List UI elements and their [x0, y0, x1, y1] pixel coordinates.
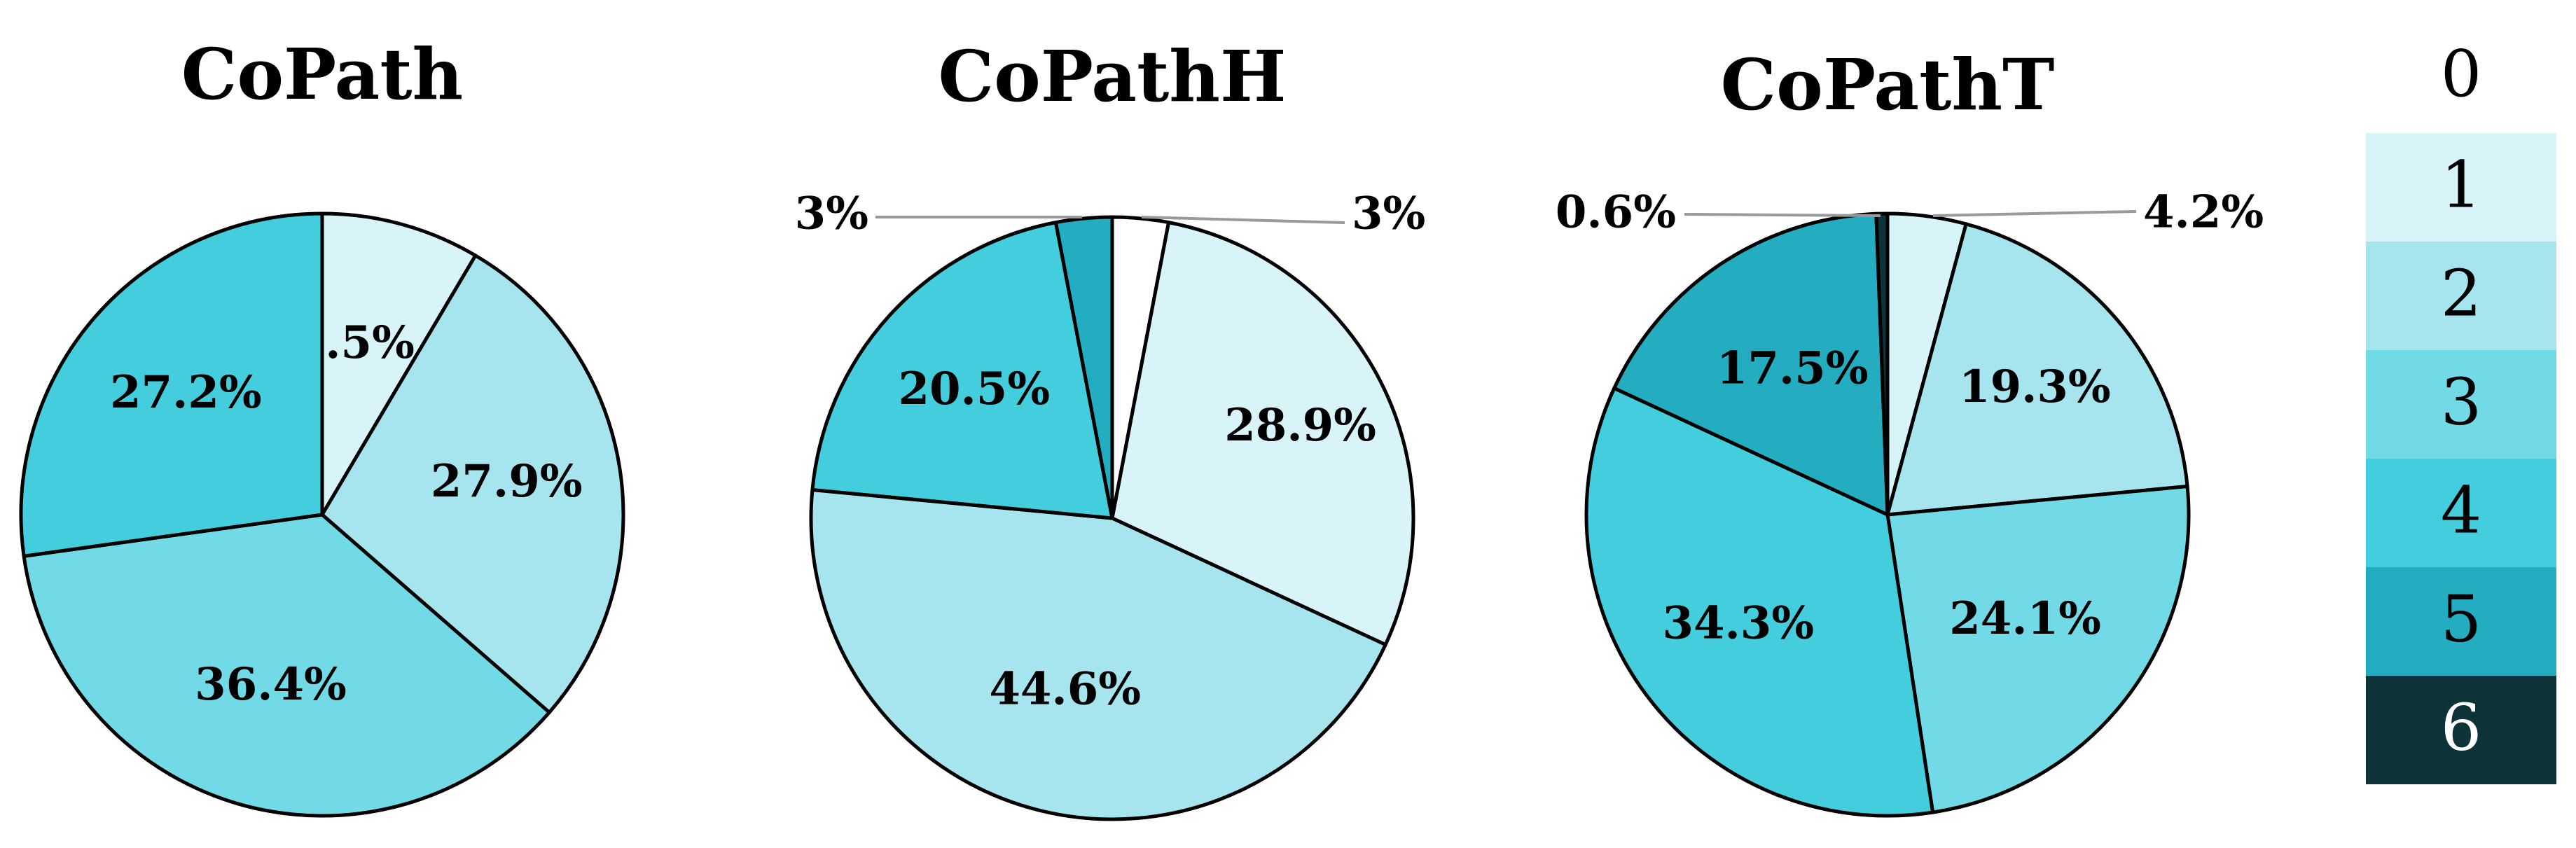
legend-swatch: [2366, 350, 2556, 459]
pie-slice-4: [1584, 386, 1935, 818]
legend-item-1: 1: [2366, 133, 2556, 242]
slice-label-outside: 4.2%: [2143, 186, 2264, 239]
legend-label: 1: [2441, 147, 2482, 222]
pie-slice-6: [1874, 211, 1890, 517]
pie-slice-5: [1612, 211, 1890, 517]
leader-line: [1141, 216, 1345, 224]
legend-swatch: [2366, 567, 2556, 676]
leader-line: [1932, 210, 2137, 217]
chart-title: CoPathH: [939, 35, 1287, 118]
slice-label: 17.5%: [1717, 342, 1869, 395]
legend-item-3: 3: [2366, 350, 2556, 459]
legend-swatch: [2366, 0, 2556, 133]
chart-title: CoPath: [181, 33, 464, 116]
legend-item-5: 5: [2366, 567, 2556, 676]
pie-chart-copatht: CoPathT 19.3% 24.1% 34.3% 17.5% 4.2% 0.6%: [1556, 43, 2264, 818]
chart-title: CoPathT: [1721, 43, 2055, 126]
slice-label: 27.9%: [431, 455, 583, 508]
slice-label: 27.2%: [110, 366, 262, 419]
legend: 0 1 2 3 4 5 6: [2366, 0, 2556, 784]
slice-label-outside: 3%: [1352, 188, 1425, 240]
pie-slice-1: [1110, 221, 1415, 647]
slice-label: 19.3%: [1959, 361, 2111, 413]
legend-swatch: [2366, 133, 2556, 242]
slice-label: 44.6%: [989, 663, 1141, 716]
slice-label: 20.5%: [898, 363, 1050, 415]
slice-label: 28.9%: [1224, 399, 1376, 452]
pie-slice-4: [19, 211, 324, 558]
legend-swatch: [2366, 459, 2556, 567]
legend-item-6: 6: [2366, 676, 2556, 784]
slice-label-outside: 3%: [795, 188, 868, 240]
slice-label: 34.3%: [1662, 597, 1814, 650]
legend-label: 0: [2441, 36, 2482, 111]
slice-label: 24.1%: [1949, 592, 2101, 645]
charts-layer: CoPath8.5%27.9%36.4%27.2%CoPathH28.9%44.…: [19, 33, 2264, 821]
leader-line: [1684, 213, 1881, 217]
pie-slice-4: [810, 221, 1114, 520]
legend-label: 2: [2441, 256, 2482, 331]
pie-slice-5: [1053, 215, 1114, 520]
legend-swatch: [2366, 676, 2556, 784]
legend-item-4: 4: [2366, 459, 2556, 567]
pie-slice-1: [320, 211, 478, 517]
pie-slice-2: [1885, 222, 2189, 517]
legend-item-2: 2: [2366, 242, 2556, 350]
pie-slice-3: [1885, 485, 2191, 814]
pie-chart-copathh: CoPathH 28.9% 44.6% 20.5% 3% 3%: [795, 35, 1425, 821]
legend-item-0: 0: [2366, 0, 2556, 133]
pie-slice-3: [22, 513, 551, 818]
legend-label: 6: [2441, 690, 2482, 765]
slice-label-outside: 0.6%: [1556, 186, 1676, 239]
legend-label: 3: [2441, 364, 2482, 439]
legend-label: 5: [2441, 581, 2482, 656]
pie-slice-2: [320, 253, 625, 714]
slice-label: 36.4%: [195, 658, 347, 711]
pie-slice-2: [809, 488, 1387, 821]
legend-swatch: [2366, 242, 2556, 350]
legend-label: 4: [2441, 473, 2482, 548]
